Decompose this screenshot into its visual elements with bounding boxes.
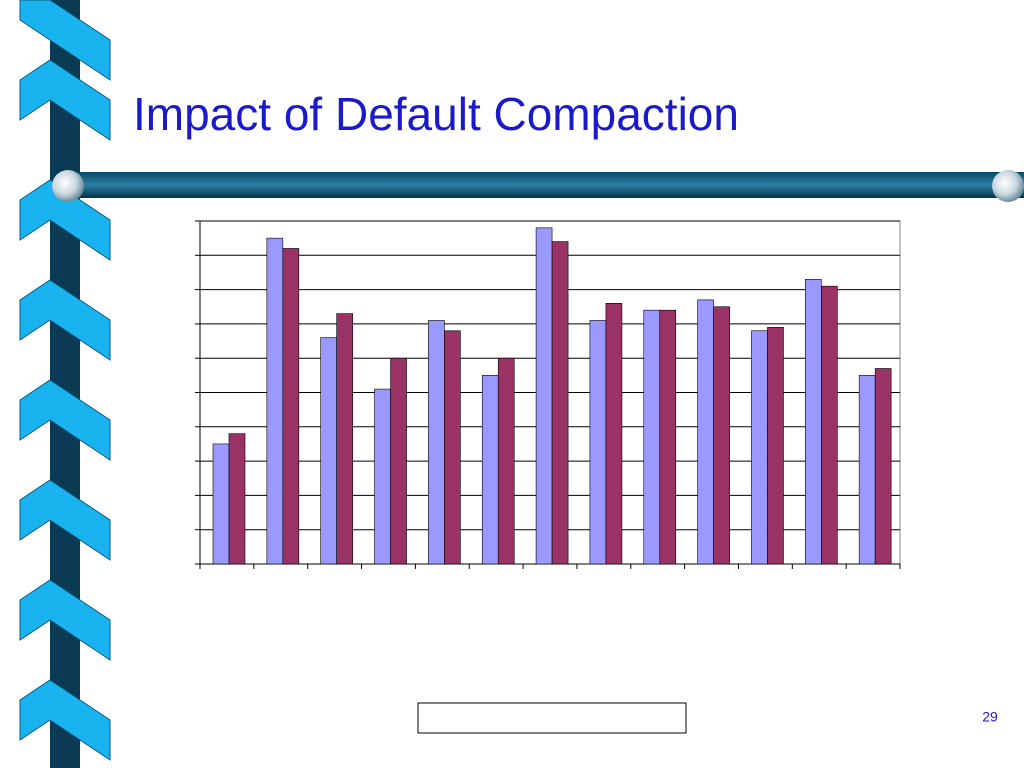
bar: [767, 327, 784, 565]
bar: [497, 357, 515, 565]
bar: [428, 320, 445, 565]
legend: [417, 702, 687, 734]
bar: [821, 285, 838, 565]
bar: [481, 375, 499, 565]
bar: [282, 248, 300, 565]
bar: [390, 357, 407, 565]
bar: [228, 433, 246, 565]
bar: [374, 388, 391, 565]
page-number: 29: [982, 709, 998, 725]
bar: [266, 237, 284, 565]
bar: [535, 227, 553, 565]
bar: [713, 306, 730, 565]
bar: [858, 375, 876, 565]
chart: [195, 220, 901, 724]
bar: [589, 320, 607, 565]
bar: [212, 443, 230, 565]
bar: [874, 368, 892, 565]
decoration: [19, 0, 1024, 768]
bar: [551, 241, 569, 565]
bar: [320, 337, 337, 565]
bar: [643, 309, 661, 565]
bar: [659, 309, 677, 565]
bar: [336, 313, 353, 565]
bar: [444, 330, 461, 565]
bar: [805, 279, 822, 565]
bar: [697, 299, 714, 565]
bar: [605, 303, 623, 565]
bar: [751, 330, 768, 565]
slide-title: Impact of Default Compaction: [133, 88, 739, 140]
